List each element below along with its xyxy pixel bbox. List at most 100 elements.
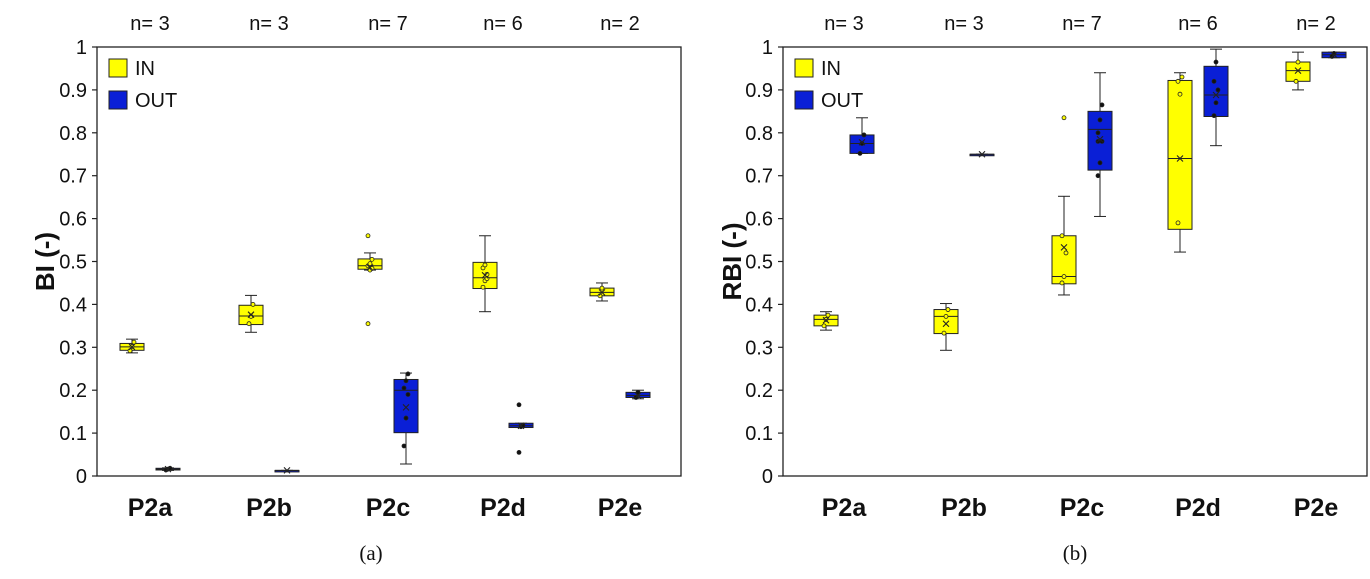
mean-marker: [1060, 243, 1068, 251]
y-tick-label: 0.2: [59, 380, 87, 402]
sample-count-label: n= 7: [1062, 13, 1101, 35]
legend-swatch: [108, 90, 128, 110]
legend-label: OUT: [135, 90, 177, 112]
box-out-p2b: [969, 150, 995, 158]
sample-count-label: n= 2: [600, 13, 639, 35]
data-point: [167, 465, 173, 471]
data-point: [365, 233, 371, 239]
y-tick-label: 0.5: [745, 252, 773, 274]
data-point: [246, 321, 252, 327]
legend-label: IN: [821, 58, 841, 80]
y-tick-label: 0.2: [745, 380, 773, 402]
data-point: [1293, 78, 1299, 84]
mean-marker: [1096, 135, 1104, 143]
mean-marker: [481, 271, 489, 279]
mean-marker: [1330, 51, 1338, 59]
mean-marker: [164, 465, 172, 473]
sample-count-label: n= 2: [1296, 13, 1335, 35]
box-in-p2d: [472, 235, 498, 313]
y-tick-label: 0.4: [59, 294, 87, 316]
x-category-label: P2d: [480, 494, 526, 522]
panel-b: 0 0.1 0.2 0.3 0.4 0.5 0.6 0.7 0.8 0.9 1 RBI (-) P2a n…: [717, 13, 1368, 565]
box-in-p2b: [933, 303, 959, 351]
mean-marker: [128, 343, 136, 351]
box-out-p2c: [393, 371, 419, 465]
data-point: [401, 385, 407, 391]
x-category-label: P2a: [128, 494, 174, 522]
box-in-p2a: [119, 338, 145, 354]
data-point: [1295, 59, 1301, 65]
mean-marker: [1294, 67, 1302, 74]
sample-count-label: n= 6: [1178, 13, 1217, 35]
sample-count-label: n= 6: [483, 13, 522, 35]
y-tick-label: 1: [76, 37, 87, 59]
data-point: [857, 150, 863, 156]
box-body: [933, 309, 959, 335]
sample-count-label: n= 3: [249, 13, 288, 35]
plot-frame: [96, 46, 682, 477]
box-out-p2d: [1203, 48, 1229, 147]
data-point: [480, 284, 486, 290]
x-category-label: P2a: [822, 494, 868, 522]
data-point: [403, 415, 409, 421]
box-in-p2d: [1167, 72, 1193, 253]
data-point: [250, 301, 256, 307]
mean-marker: [634, 391, 642, 399]
data-point: [516, 402, 522, 408]
box-out-p2e: [625, 389, 651, 400]
data-point: [945, 307, 951, 312]
x-category-label: P2d: [1175, 494, 1221, 522]
legend-label: IN: [135, 58, 155, 80]
y-axis-label: RBI (-): [717, 223, 747, 301]
box-in-p2e: [589, 282, 615, 302]
mean-marker: [858, 138, 866, 146]
sample-count-label: n= 3: [824, 13, 863, 35]
box-in-p2b: [238, 294, 264, 333]
box-in-p2a: [813, 311, 839, 331]
box-body: [1203, 65, 1229, 117]
legend: IN OUT: [794, 58, 863, 112]
data-point: [1211, 113, 1217, 119]
mean-marker: [598, 288, 606, 296]
box-out-p2e: [1321, 51, 1347, 59]
y-tick-label: 0.7: [745, 166, 773, 188]
y-tick-label: 0.5: [59, 252, 87, 274]
sample-count-label: n= 7: [368, 13, 407, 35]
data-point: [369, 265, 375, 271]
y-tick-label: 0.3: [59, 337, 87, 359]
box-out-p2d: [508, 402, 534, 455]
data-point: [516, 450, 522, 455]
mean-marker: [517, 422, 525, 430]
y-tick-label: 0.8: [59, 123, 87, 145]
data-point: [823, 317, 829, 322]
data-point: [405, 392, 411, 397]
panel-caption: (b): [1063, 541, 1088, 565]
data-point: [1211, 78, 1217, 84]
box-out-p2b: [274, 467, 300, 474]
mean-marker: [402, 403, 410, 411]
data-point: [1213, 100, 1219, 106]
sample-count-label: n= 3: [130, 13, 169, 35]
y-tick-label: 0.7: [59, 166, 87, 188]
data-point: [1059, 280, 1065, 286]
data-point: [482, 262, 488, 268]
data-point: [941, 330, 947, 336]
data-point: [1061, 115, 1067, 121]
data-point: [861, 132, 867, 138]
x-category-label: P2e: [598, 494, 643, 522]
y-tick-label: 0: [76, 466, 87, 488]
data-point: [1175, 78, 1181, 84]
box-body: [1167, 79, 1193, 230]
data-point: [131, 339, 137, 345]
data-point: [1213, 59, 1219, 65]
y-tick-label: 0.6: [59, 209, 87, 231]
box-out-p2a: [849, 117, 875, 156]
data-point: [1095, 130, 1101, 136]
x-category-label: P2b: [941, 494, 987, 522]
mean-marker: [978, 150, 986, 158]
data-point: [1099, 102, 1105, 108]
x-category-label: P2c: [366, 494, 411, 522]
data-point: [401, 443, 407, 449]
box-in-p2e: [1285, 51, 1311, 91]
